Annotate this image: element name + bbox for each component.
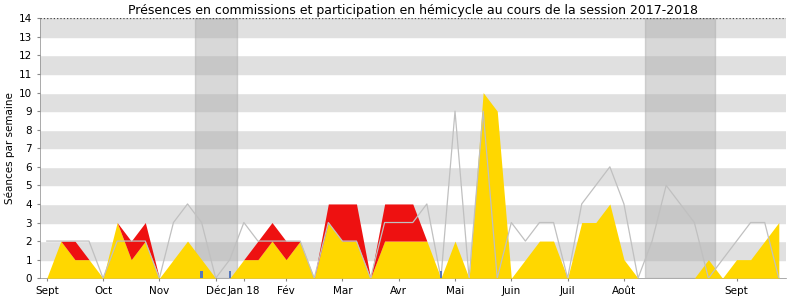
Bar — [40, 130, 786, 148]
Bar — [40, 167, 786, 185]
Y-axis label: Séances par semaine: Séances par semaine — [4, 92, 15, 204]
Bar — [40, 37, 786, 56]
Bar — [40, 18, 786, 37]
Bar — [201, 271, 203, 278]
Bar — [40, 204, 786, 223]
Bar — [40, 56, 786, 74]
Title: Présences en commissions et participation en hémicycle au cours de la session 20: Présences en commissions et participatio… — [128, 4, 698, 17]
Bar — [40, 93, 786, 111]
Bar — [194, 18, 237, 278]
Bar — [40, 223, 786, 241]
Bar — [440, 271, 442, 278]
Bar — [40, 148, 786, 167]
Bar — [40, 74, 786, 93]
Bar — [645, 18, 716, 278]
Bar — [40, 241, 786, 260]
Bar — [40, 111, 786, 130]
Bar — [228, 271, 231, 278]
Bar — [40, 260, 786, 278]
Bar — [40, 185, 786, 204]
